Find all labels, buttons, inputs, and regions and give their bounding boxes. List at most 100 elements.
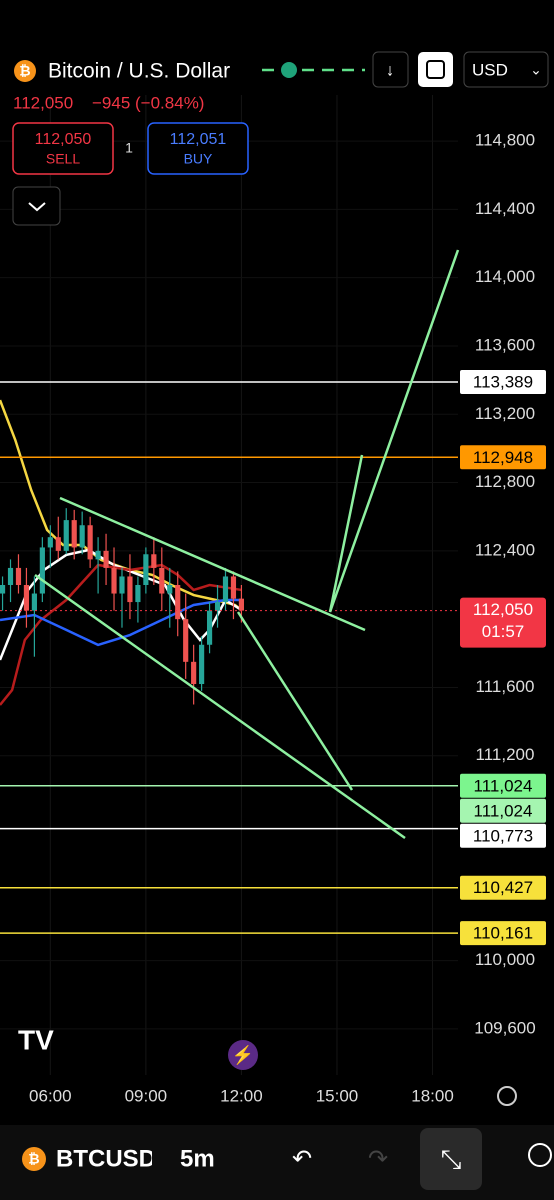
add-icon[interactable]	[528, 1143, 552, 1167]
candle-body	[47, 537, 53, 548]
level-label: 111,024	[474, 801, 533, 820]
y-tick-label: 114,400	[475, 199, 535, 218]
candle-body	[167, 585, 173, 594]
candle-body	[159, 567, 165, 594]
collapse-button[interactable]	[12, 186, 61, 226]
btc-icon	[22, 1147, 46, 1171]
candle-body	[95, 550, 101, 560]
indicator-line	[0, 598, 242, 647]
candle-body	[238, 598, 245, 611]
level-label: 113,389	[473, 372, 533, 391]
candle-body	[23, 585, 30, 611]
download-button[interactable]	[372, 51, 409, 88]
candle-body	[183, 619, 189, 662]
x-tick-label: 18:00	[411, 1086, 454, 1105]
level-label-box	[460, 445, 546, 470]
sell-label: SELL	[46, 151, 80, 167]
btc-glyph: ₿	[19, 63, 30, 79]
candle-body	[7, 567, 14, 585]
y-tick-label: 110,000	[475, 950, 535, 969]
assistant-button[interactable]	[228, 1040, 258, 1070]
candle-body	[191, 661, 197, 685]
candle-body	[175, 585, 181, 620]
price-change: −945 (−0.84%)	[92, 93, 204, 112]
trend-line	[236, 611, 354, 791]
footer-symbol[interactable]: BTCUSD	[56, 1145, 156, 1172]
candle-body	[206, 610, 213, 645]
download-icon: ↓	[386, 60, 395, 79]
candle-body	[230, 576, 237, 599]
buy-button[interactable]	[147, 122, 249, 175]
redo-icon[interactable]: ↷	[368, 1145, 388, 1172]
x-tick-label: 06:00	[29, 1086, 72, 1105]
level-label-box	[460, 875, 546, 900]
trend-line	[328, 454, 364, 613]
candle-body	[143, 554, 149, 585]
assistant-icon: ⚡	[232, 1044, 254, 1066]
level-label-box	[460, 773, 546, 798]
level-label-box	[460, 370, 546, 394]
candle-body	[87, 525, 93, 560]
y-tick-label: 113,200	[475, 404, 535, 423]
plot	[0, 95, 458, 1075]
candle-body	[39, 547, 45, 594]
symbol-fade	[152, 1130, 164, 1190]
trend-line	[59, 496, 366, 632]
level-label: 110,161	[473, 924, 533, 943]
y-tick-label: 112,400	[475, 540, 535, 559]
price-axis: 06:00 09:00 12:00 15:00 18:00 114,800 114,400 1…	[29, 131, 546, 1105]
candle-body	[63, 520, 69, 551]
y-tick-label: 111,200	[476, 745, 535, 764]
candle-body	[214, 602, 221, 611]
btc-icon	[14, 60, 36, 82]
chevron-icon	[28, 202, 46, 212]
undo-icon[interactable]: ↶	[292, 1145, 312, 1172]
last-price: 112,050	[13, 93, 73, 112]
candle-body	[31, 593, 37, 611]
status-dot	[281, 62, 297, 78]
y-tick-label: 114,800	[475, 131, 535, 150]
btc-glyph: ₿	[28, 1151, 39, 1167]
candle-body	[111, 567, 117, 594]
candle-body	[71, 520, 77, 548]
level-label: 111,024	[474, 776, 533, 795]
level-label: 110,773	[473, 826, 533, 845]
y-tick-label: 109,600	[474, 1018, 535, 1037]
fullscreen-icon	[426, 60, 445, 79]
trend-line	[34, 573, 406, 840]
settings-icon[interactable]	[497, 1086, 517, 1106]
candle-body	[103, 550, 109, 568]
candle-body	[222, 576, 229, 603]
level-label: 110,427	[473, 878, 533, 897]
level-label-box	[460, 921, 546, 946]
candle-body	[119, 576, 125, 594]
tv-logo: TV	[18, 1024, 54, 1055]
buy-label: BUY	[184, 151, 213, 167]
buy-price: 112,051	[170, 131, 227, 148]
countdown: 01:57	[482, 622, 525, 641]
candle-body	[55, 537, 61, 551]
candle-body	[0, 585, 6, 594]
fullscreen-button[interactable]	[418, 52, 453, 87]
y-tick-label: 111,600	[476, 677, 535, 696]
symbol-title: Bitcoin / U.S. Dollar	[48, 60, 230, 83]
interval[interactable]: 5m	[180, 1145, 215, 1172]
x-tick-label: 12:00	[220, 1086, 263, 1105]
dropdown-icon: ⌄	[530, 62, 542, 78]
y-tick-label: 114,000	[475, 267, 535, 286]
level-label: 112,948	[473, 448, 533, 467]
candle-body	[151, 554, 157, 568]
candle-body	[127, 576, 133, 603]
x-tick-label: 15:00	[316, 1086, 359, 1105]
y-tick-label: 112,800	[475, 472, 535, 491]
spread: 1	[125, 140, 133, 156]
candle-body	[199, 644, 205, 685]
trend-line	[328, 249, 460, 613]
sell-button[interactable]	[12, 122, 114, 175]
y-tick-label: 113,600	[475, 335, 535, 354]
candle-body	[135, 585, 141, 603]
layout-button[interactable]	[420, 1128, 482, 1190]
currency-select[interactable]	[463, 51, 549, 88]
